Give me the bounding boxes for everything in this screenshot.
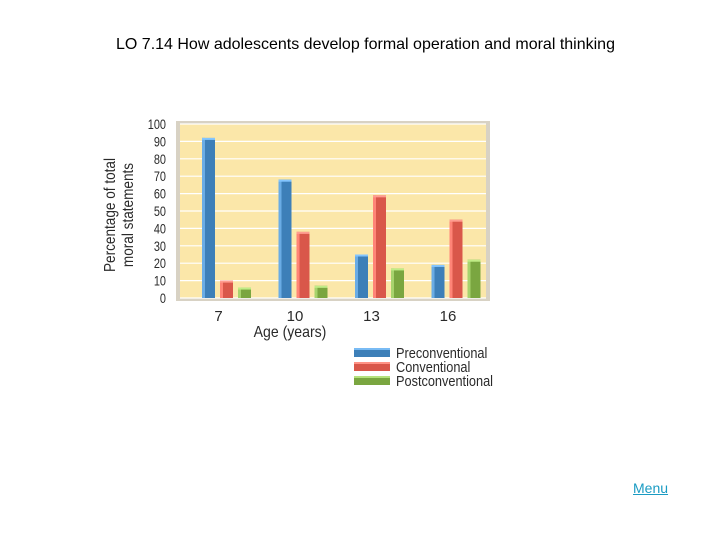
y-axis-label-line2: moral statements — [120, 163, 137, 267]
legend-swatch — [354, 376, 390, 385]
bar-body — [220, 280, 233, 298]
x-tick-label: 7 — [214, 308, 222, 325]
y-tick-label: 100 — [148, 117, 166, 133]
y-tick-label: 80 — [154, 152, 166, 168]
y-axis-label: Percentage of total — [102, 158, 119, 272]
bar-top — [220, 280, 233, 283]
y-tick-label: 50 — [154, 204, 166, 220]
bar-highlight — [220, 280, 223, 298]
bar-top — [431, 264, 445, 267]
bar — [202, 137, 215, 298]
bar-body — [449, 219, 463, 298]
bar-top — [373, 195, 386, 198]
bar — [467, 259, 481, 298]
legend-label: Preconventional — [396, 344, 487, 361]
bar-top — [391, 268, 404, 271]
y-tick-label: 20 — [154, 256, 166, 272]
y-tick-label: 10 — [154, 273, 166, 289]
bar-top — [202, 137, 215, 140]
bar-body — [373, 195, 386, 298]
bar — [391, 268, 404, 298]
bar-highlight — [314, 285, 318, 298]
bar-body — [238, 287, 251, 298]
bar-highlight — [278, 179, 282, 298]
bar-highlight — [238, 287, 241, 298]
bar-body — [431, 264, 445, 298]
y-tick-label: 90 — [154, 134, 166, 150]
legend-label: Conventional — [396, 358, 470, 375]
bar — [296, 231, 310, 298]
slide-title: LO 7.14 How adolescents develop formal o… — [116, 36, 615, 53]
legend-swatch-highlight — [354, 362, 390, 364]
x-tick-label: 13 — [363, 308, 380, 325]
bar-highlight — [449, 219, 453, 298]
bar-top — [314, 285, 328, 288]
legend-swatch — [354, 348, 390, 357]
legend-label: Postconventional — [396, 372, 493, 389]
bar-top — [449, 219, 463, 222]
x-axis-label: Age (years) — [254, 323, 327, 341]
bar — [373, 195, 386, 298]
legend-swatch — [354, 362, 390, 371]
legend-item: Preconventional — [354, 344, 487, 361]
bar-top — [355, 254, 368, 257]
bar-highlight — [373, 195, 376, 298]
y-tick-label: 40 — [154, 221, 166, 237]
y-tick-label: 30 — [154, 239, 166, 255]
x-tick-label: 16 — [440, 308, 457, 325]
bar-highlight — [355, 254, 358, 298]
bar — [220, 280, 233, 298]
bar-body — [355, 254, 368, 298]
legend-item: Conventional — [354, 358, 470, 375]
bar-top — [467, 259, 481, 262]
bar-highlight — [391, 268, 394, 298]
bar — [278, 179, 292, 298]
bar-highlight — [467, 259, 471, 298]
bar-highlight — [202, 137, 205, 298]
y-tick-label: 0 — [160, 291, 166, 307]
menu-link[interactable]: Menu — [633, 480, 669, 496]
bar — [355, 254, 368, 298]
moral-statements-chart: 0 10 20 30 40 50 60 70 80 90 100 Percentage of tota… — [96, 104, 536, 404]
bar-body — [314, 285, 328, 298]
bar — [314, 285, 328, 298]
legend-item: Postconventional — [354, 372, 493, 389]
bar — [449, 219, 463, 298]
bar-highlight — [431, 264, 435, 298]
legend-swatch-highlight — [354, 348, 390, 350]
bar-body — [296, 231, 310, 298]
x-tick-label: 10 — [287, 308, 304, 325]
y-tick-label: 60 — [154, 186, 166, 202]
bar-highlight — [296, 231, 300, 298]
bar-top — [238, 287, 251, 290]
legend-swatch-highlight — [354, 376, 390, 378]
bar-top — [296, 231, 310, 234]
bar-body — [467, 259, 481, 298]
bar — [431, 264, 445, 298]
bar — [238, 287, 251, 298]
y-tick-label: 70 — [154, 169, 166, 185]
bar-body — [278, 179, 292, 298]
bar-top — [278, 179, 292, 182]
bar-body — [202, 137, 215, 298]
bar-body — [391, 268, 404, 298]
